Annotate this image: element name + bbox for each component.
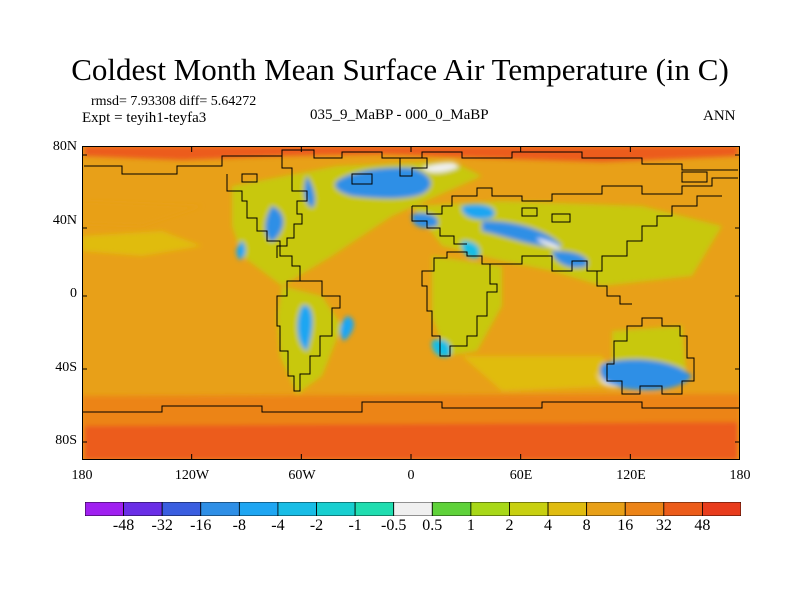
colorbar-label: 48 (694, 517, 711, 534)
plot-title: Coldest Month Mean Surface Air Temperatu… (71, 52, 729, 87)
colorbar-label: -0.5 (381, 517, 407, 534)
lat-label-80n: 80N (52, 139, 77, 154)
lon-label-60e: 60E (509, 468, 533, 483)
lon-label-120e: 120E (616, 468, 646, 483)
colorbar-swatch (547, 502, 588, 516)
colorbar-label: -16 (190, 517, 212, 534)
colorbar-swatch (624, 502, 665, 516)
colorbar-label: -2 (309, 517, 324, 534)
colorbar-label: -32 (151, 517, 173, 534)
lon-label-0: 0 (407, 468, 415, 483)
lon-label-180e: 180 (729, 468, 751, 483)
colorbar-swatch (354, 502, 395, 516)
lat-label-80s: 80S (55, 433, 77, 448)
lon-label-120w: 120W (174, 468, 210, 483)
colorbar-label: -8 (232, 517, 246, 534)
colorbar-label: -4 (271, 517, 285, 534)
colorbar-label: 16 (617, 517, 634, 534)
colorbar-swatch (702, 502, 741, 516)
colorbar-swatch (316, 502, 356, 516)
lat-label-40n: 40N (52, 213, 77, 228)
colorbar-swatch (509, 502, 549, 516)
colorbar-swatch (200, 502, 240, 516)
lon-label-180w: 180 (71, 468, 93, 483)
colorbar-swatch (663, 502, 703, 516)
colorbar-label: 1 (466, 517, 475, 534)
season-label: ANN (703, 108, 736, 124)
colorbar-swatch (431, 502, 472, 516)
colorbar (85, 502, 741, 516)
period-label: 035_9_MaBP - 000_0_MaBP (310, 107, 489, 123)
lat-label-0: 0 (70, 286, 77, 301)
colorbar-label: -48 (112, 517, 135, 534)
colorbar-swatch (123, 502, 163, 516)
experiment-label: Expt = teyih1-teyfa3 (82, 110, 207, 126)
colorbar-label: 0.5 (422, 517, 443, 534)
colorbar-label: 2 (505, 517, 514, 534)
lon-ticks (82, 146, 740, 460)
colorbar-swatch (586, 502, 626, 516)
colorbar-label: -1 (348, 517, 362, 534)
colorbar-label: 32 (655, 517, 672, 534)
lat-label-40s: 40S (55, 360, 77, 375)
temperature-map (82, 146, 740, 460)
coastlines (82, 149, 740, 413)
colorbar-swatch (85, 502, 124, 516)
colorbar-swatch (277, 502, 317, 516)
colorbar-swatch (238, 502, 279, 516)
colorbar-label: 8 (582, 517, 591, 534)
colorbar-swatch (470, 502, 510, 516)
lat-ticks (82, 154, 740, 443)
lon-label-60w: 60W (288, 468, 316, 483)
colorbar-swatch (393, 502, 433, 516)
colorbar-swatch (161, 502, 202, 516)
field-patches (82, 146, 740, 460)
stats-label: rmsd= 7.93308 diff= 5.64272 (91, 94, 257, 109)
colorbar-label: 4 (544, 517, 553, 534)
